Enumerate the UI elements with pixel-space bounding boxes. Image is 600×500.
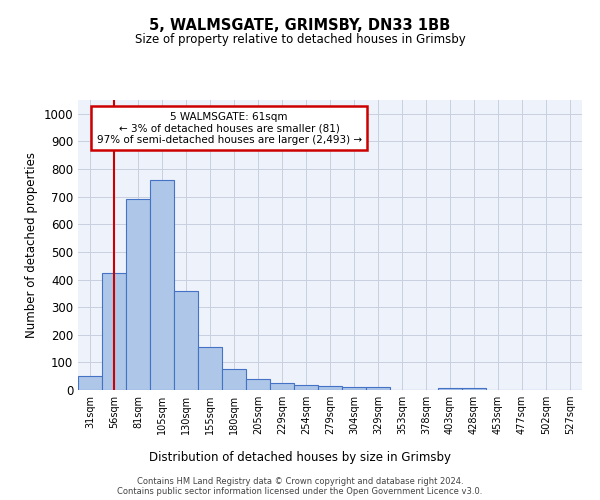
Bar <box>150 180 174 390</box>
Text: 5 WALMSGATE: 61sqm
← 3% of detached houses are smaller (81)
97% of semi-detached: 5 WALMSGATE: 61sqm ← 3% of detached hous… <box>97 112 362 145</box>
Bar <box>102 272 126 390</box>
Bar <box>318 386 342 390</box>
Bar <box>126 200 150 390</box>
Text: Distribution of detached houses by size in Grimsby: Distribution of detached houses by size … <box>149 451 451 464</box>
Bar <box>366 387 390 390</box>
Bar <box>246 379 270 390</box>
Bar <box>294 385 318 390</box>
Bar <box>342 387 366 390</box>
Text: Size of property relative to detached houses in Grimsby: Size of property relative to detached ho… <box>134 32 466 46</box>
Text: Contains public sector information licensed under the Open Government Licence v3: Contains public sector information licen… <box>118 486 482 496</box>
Bar <box>78 376 102 390</box>
Text: Contains HM Land Registry data © Crown copyright and database right 2024.: Contains HM Land Registry data © Crown c… <box>137 476 463 486</box>
Text: 5, WALMSGATE, GRIMSBY, DN33 1BB: 5, WALMSGATE, GRIMSBY, DN33 1BB <box>149 18 451 32</box>
Bar <box>438 388 462 390</box>
Bar <box>198 347 222 390</box>
Bar <box>174 290 198 390</box>
Bar <box>462 388 486 390</box>
Bar <box>222 370 246 390</box>
Bar <box>270 382 294 390</box>
Y-axis label: Number of detached properties: Number of detached properties <box>25 152 38 338</box>
